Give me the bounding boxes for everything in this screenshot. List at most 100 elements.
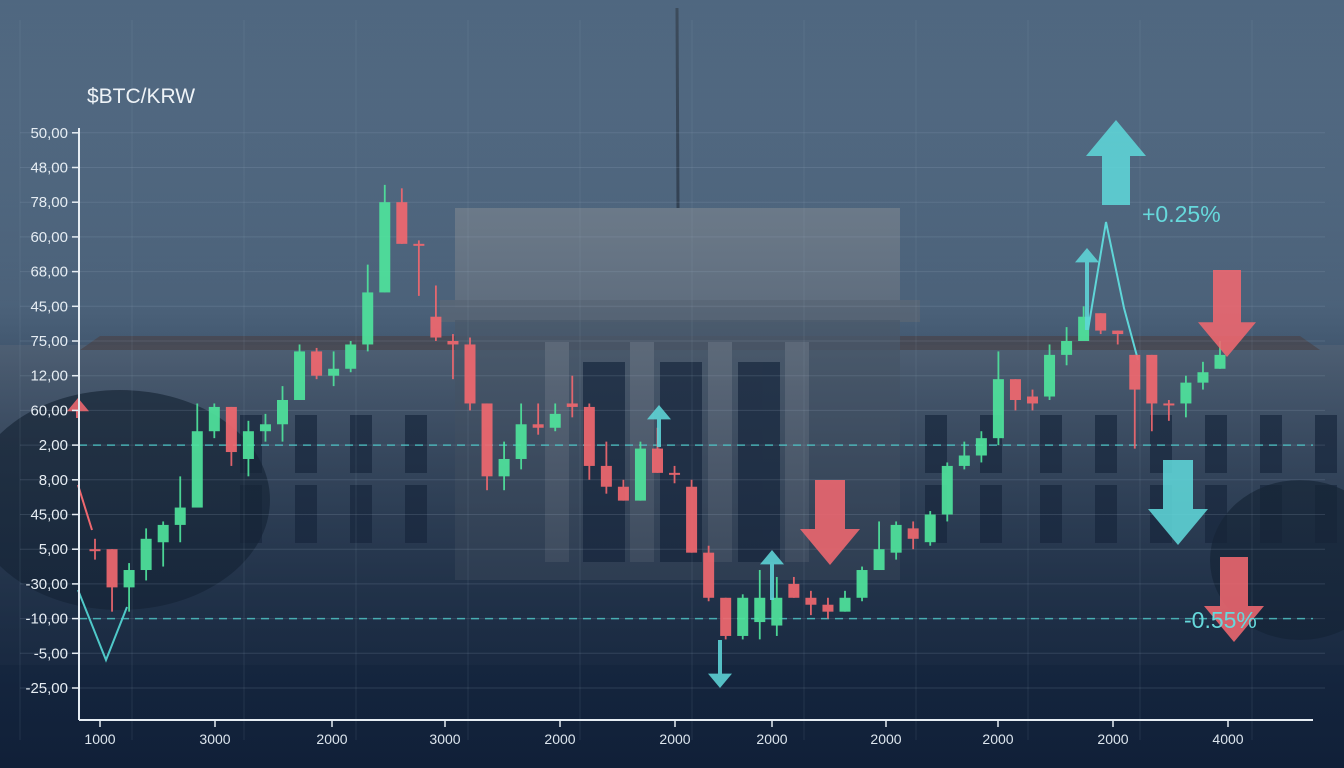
candle-up [634,441,646,501]
candle-body [515,424,527,459]
candle-body [1180,382,1192,404]
arrow-up-teal-small-icon [647,405,671,447]
candle-up [1078,306,1090,341]
candle-up [737,594,749,640]
y-tick-label: -10,00 [25,611,68,628]
candle-up [992,351,1004,446]
candle-down [583,403,595,480]
candle-body [294,351,306,400]
candle-down [617,479,629,501]
candle-down [413,240,425,296]
candle-up [1197,361,1209,390]
candle-body [174,507,186,525]
candle-up [890,521,902,560]
candle-down [311,347,323,380]
candle-body [958,455,970,466]
y-tick-label: 45,00 [30,507,68,524]
candle-body [89,549,101,552]
annotation-down-pct: -0.55% [1184,607,1257,633]
candle-up [345,341,357,373]
y-tick-label: 60,00 [30,229,68,246]
x-tick-label: 3000 [429,731,460,747]
candle-up [771,576,783,636]
candle-body [686,486,698,553]
candle-body [600,465,612,487]
x-tick-label: 2000 [544,731,575,747]
reference-lines [79,444,1313,620]
candle-body [345,344,357,369]
y-tick-label: -5,00 [34,645,68,662]
candle-up [754,570,766,640]
x-tick-label: 2000 [1097,731,1128,747]
candle-up [958,441,970,470]
x-tick-label: 4000 [1212,731,1243,747]
candle-up [839,590,851,612]
candle-body [1027,396,1038,404]
candle-body [754,597,766,623]
candle-up [140,528,152,581]
candle-body [447,341,459,345]
candle-body [583,406,595,466]
candle-down [225,406,237,466]
candle-body [1095,313,1107,331]
candle-body [1129,354,1141,390]
candle-body [106,549,118,588]
x-tick-label: 2000 [870,731,901,747]
candle-down [720,597,732,640]
x-tick-label: 3000 [199,731,230,747]
candle-body [1163,403,1175,406]
candle-body [856,570,868,598]
candle-down [703,545,715,602]
y-tick-label: 5,00 [39,541,68,558]
candle-down [805,590,817,616]
candle-body [737,597,749,636]
candle-down [1146,354,1158,432]
x-tick-labels: 1000 3000 2000 3000 2000 2000 2000 2000 2000 2000… [84,720,1244,747]
candle-up [975,431,987,463]
candle-body [941,465,953,515]
candle-up [1044,344,1056,400]
x-tick-label: 2000 [982,731,1013,747]
candle-body [311,351,323,376]
candle-down [106,549,118,612]
arrow-down-red-icon [1198,270,1256,357]
candle-body [975,438,987,456]
trend-overlays [77,221,1139,663]
candle-up [1180,375,1192,418]
candle-down [430,285,442,341]
candle-body [191,431,203,508]
candle-body [652,448,663,473]
candle-down [600,441,612,494]
y-tick-label: 50,00 [30,125,68,142]
candle-down [907,521,919,550]
candle-body [839,597,851,612]
candle-body [634,448,646,501]
candle-body [277,399,288,425]
candle-body [788,583,800,598]
candle-body [328,368,340,376]
candle-body [822,604,834,612]
y-tick-label: 78,00 [30,194,68,211]
candle-body [805,597,817,605]
candle-down [532,403,544,435]
candle-up [515,403,527,470]
arrow-down-teal-small-icon [708,640,732,688]
y-tick-label: 75,00 [30,333,68,350]
candle-body [992,379,1004,439]
candle-up [328,351,340,387]
candle-body [140,538,152,571]
candle-body [225,406,237,453]
candle-down [396,188,408,244]
candle-down [566,375,578,418]
candle-body [890,524,902,553]
arrow-down-teal-icon [1148,460,1208,545]
candle-body [1112,330,1124,335]
candle-up [208,403,220,439]
candle-body [123,570,135,588]
candle-up [277,386,288,442]
candle-down [686,479,698,553]
candle-up [549,403,561,432]
candle-down [481,403,493,491]
candle-body [924,514,936,543]
